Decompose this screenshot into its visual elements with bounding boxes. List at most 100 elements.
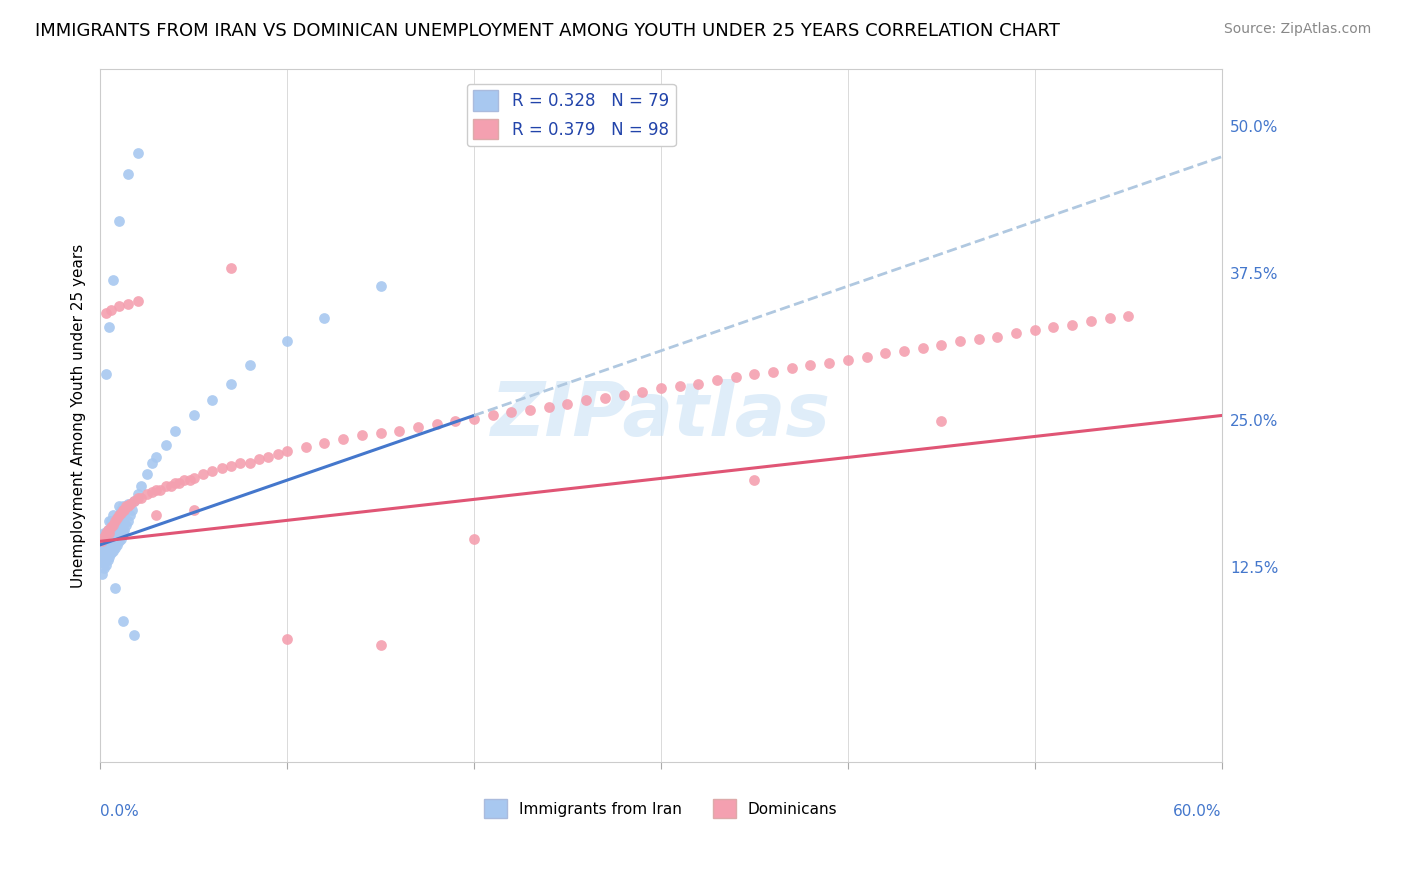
Point	[986, 329, 1008, 343]
Point	[1098, 310, 1121, 325]
Point	[967, 332, 990, 346]
Point	[1042, 320, 1064, 334]
Point	[706, 373, 728, 387]
Point	[201, 393, 224, 408]
Point	[100, 546, 122, 560]
Point	[110, 502, 132, 516]
Point	[893, 343, 915, 358]
Point	[949, 334, 972, 349]
Point	[229, 456, 252, 470]
Point	[557, 397, 579, 411]
Point	[257, 450, 280, 464]
Point	[127, 294, 149, 309]
Point	[98, 514, 121, 528]
Point	[370, 279, 392, 293]
Point	[688, 376, 710, 391]
Point	[112, 508, 135, 523]
Point	[98, 541, 121, 556]
Point	[650, 381, 672, 395]
Point	[314, 435, 336, 450]
Point	[183, 409, 205, 423]
Point	[108, 499, 131, 513]
Point	[463, 532, 485, 546]
Point	[93, 556, 115, 570]
Point	[94, 526, 117, 541]
Point	[100, 526, 122, 541]
Point	[100, 514, 122, 528]
Point	[141, 456, 163, 470]
Point	[593, 391, 616, 405]
Point	[780, 361, 803, 376]
Point	[98, 549, 121, 564]
Point	[219, 458, 242, 473]
Point	[724, 369, 747, 384]
Point	[91, 556, 114, 570]
Point	[911, 342, 934, 356]
Point	[112, 502, 135, 516]
Legend: Immigrants from Iran, Dominicans: Immigrants from Iran, Dominicans	[478, 793, 844, 824]
Point	[481, 409, 503, 423]
Point	[94, 306, 117, 320]
Point	[332, 432, 354, 446]
Point	[108, 214, 131, 228]
Point	[100, 520, 122, 534]
Point	[799, 358, 821, 372]
Point	[93, 543, 115, 558]
Point	[94, 549, 117, 564]
Point	[122, 494, 145, 508]
Point	[129, 491, 152, 505]
Point	[1062, 318, 1084, 332]
Point	[929, 414, 952, 428]
Point	[744, 368, 766, 382]
Point	[91, 567, 114, 582]
Point	[1080, 314, 1102, 328]
Point	[98, 320, 121, 334]
Point	[173, 473, 195, 487]
Point	[219, 261, 242, 276]
Point	[183, 502, 205, 516]
Point	[127, 146, 149, 161]
Point	[537, 401, 560, 415]
Point	[668, 379, 690, 393]
Point	[103, 543, 125, 558]
Point	[111, 514, 134, 528]
Point	[350, 428, 373, 442]
Point	[294, 440, 316, 454]
Point	[115, 502, 138, 516]
Point	[1116, 309, 1139, 323]
Point	[145, 508, 167, 523]
Point	[108, 299, 131, 313]
Point	[100, 302, 122, 317]
Point	[145, 483, 167, 497]
Text: ZIPatlas: ZIPatlas	[491, 379, 831, 452]
Point	[141, 484, 163, 499]
Point	[117, 499, 139, 513]
Point	[875, 346, 897, 360]
Point	[111, 502, 134, 516]
Point	[135, 487, 157, 501]
Point	[127, 491, 149, 505]
Text: 12.5%: 12.5%	[1230, 561, 1278, 576]
Point	[111, 615, 134, 629]
Point	[103, 273, 125, 287]
Point	[155, 479, 177, 493]
Point	[276, 443, 298, 458]
Point	[501, 405, 523, 419]
Point	[370, 426, 392, 441]
Point	[837, 353, 859, 368]
Point	[94, 558, 117, 572]
Point	[314, 310, 336, 325]
Point	[239, 358, 262, 372]
Point	[115, 517, 138, 532]
Point	[211, 461, 233, 475]
Point	[149, 483, 172, 497]
Text: 25.0%: 25.0%	[1230, 414, 1278, 429]
Point	[105, 510, 128, 524]
Point	[370, 638, 392, 652]
Point	[575, 393, 598, 408]
Point	[94, 534, 117, 549]
Point	[744, 473, 766, 487]
Point	[183, 471, 205, 485]
Point	[111, 499, 134, 513]
Point	[122, 494, 145, 508]
